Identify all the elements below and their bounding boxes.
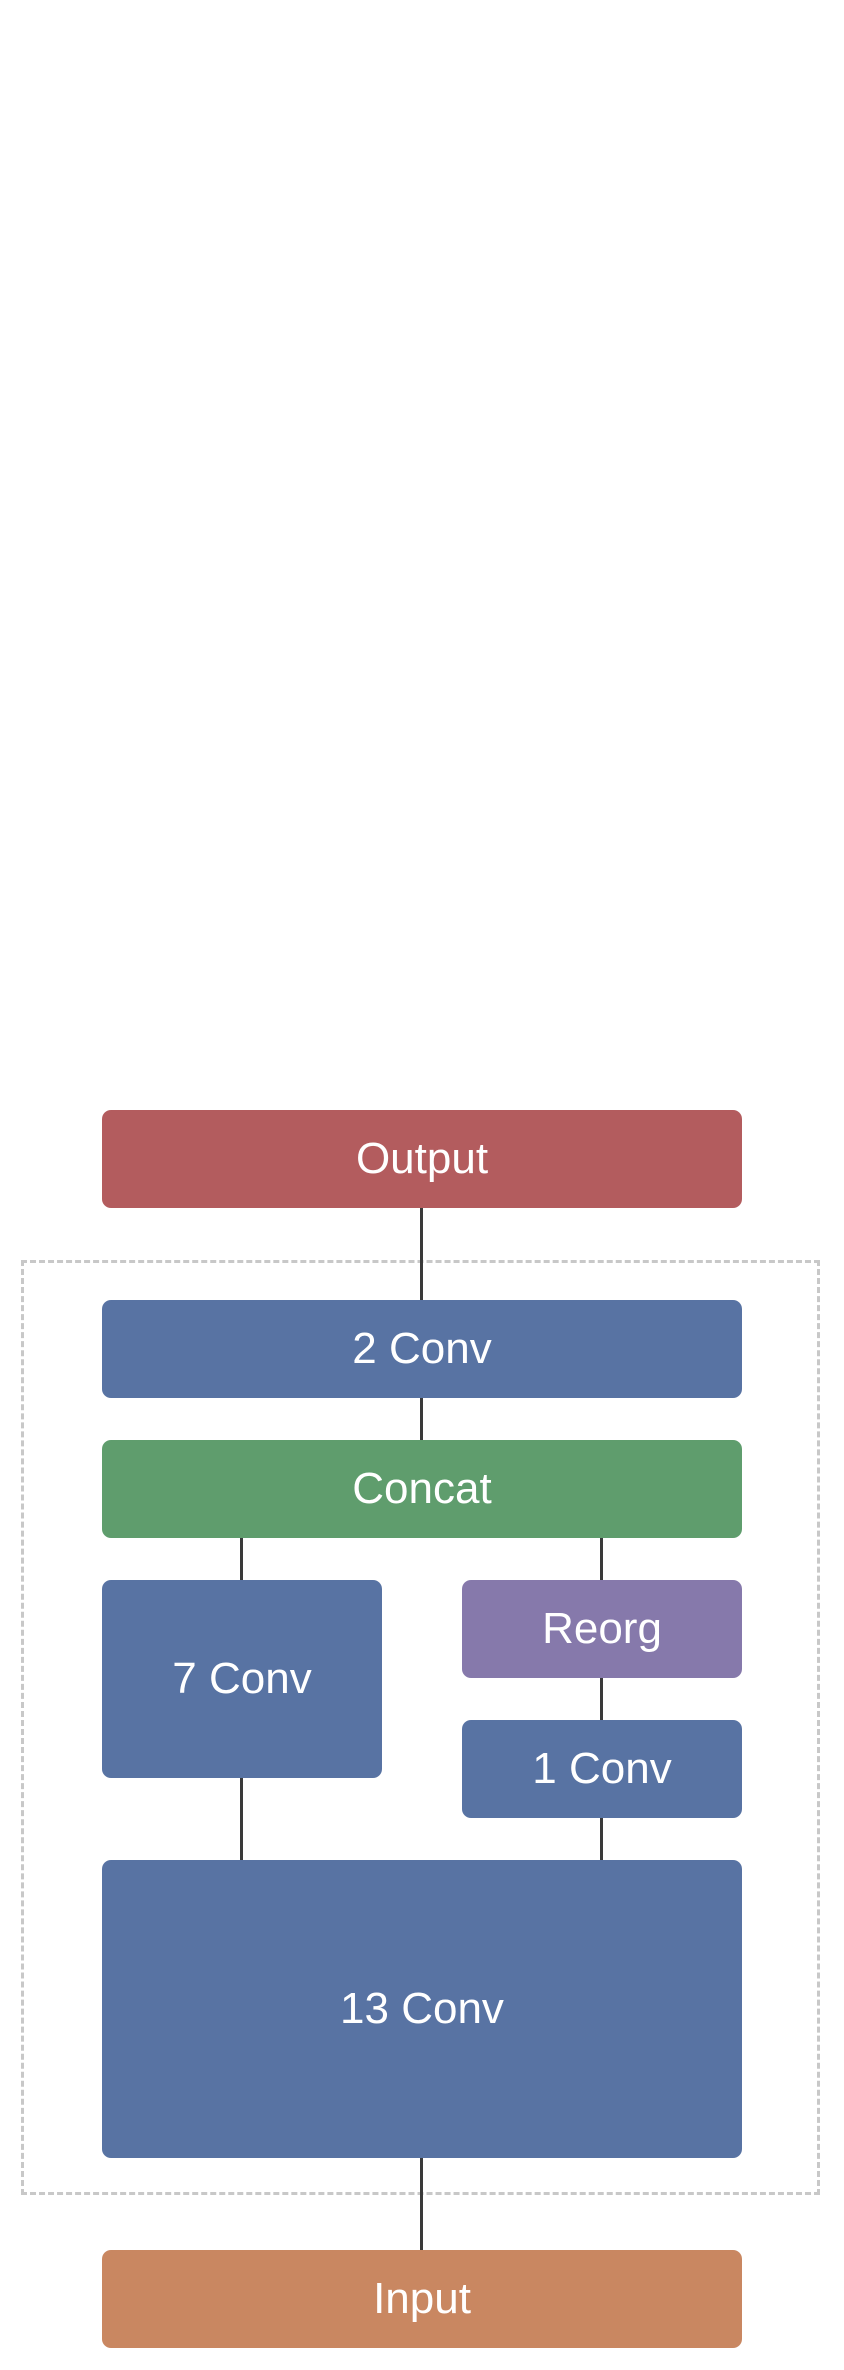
reorg-label: Reorg [542, 1604, 662, 1653]
conv7-block: 7 Conv [102, 1580, 382, 1778]
edge-7conv-concat [240, 1538, 243, 1580]
input-block: Input [102, 2250, 742, 2348]
input-label: Input [373, 2274, 471, 2323]
edge-reorg-concat [600, 1538, 603, 1580]
conv13-block: 13 Conv [102, 1860, 742, 2158]
reorg-block: Reorg [462, 1580, 742, 1678]
edge-input-13conv [420, 2158, 423, 2250]
conv1-label: 1 Conv [532, 1744, 672, 1793]
edge-2conv-output [420, 1208, 423, 1300]
conv2-block: 2 Conv [102, 1300, 742, 1398]
concat-label: Concat [352, 1464, 492, 1513]
conv1-block: 1 Conv [462, 1720, 742, 1818]
edge-concat-2conv [420, 1398, 423, 1440]
edge-13conv-7conv [240, 1778, 243, 1860]
edge-13conv-1conv [600, 1818, 603, 1860]
conv2-label: 2 Conv [352, 1324, 492, 1373]
edge-1conv-reorg [600, 1678, 603, 1720]
concat-block: Concat [102, 1440, 742, 1538]
conv13-label: 13 Conv [340, 1984, 504, 2033]
output-block: Output [102, 1110, 742, 1208]
conv7-label: 7 Conv [172, 1654, 312, 1703]
output-label: Output [355, 1134, 489, 1183]
